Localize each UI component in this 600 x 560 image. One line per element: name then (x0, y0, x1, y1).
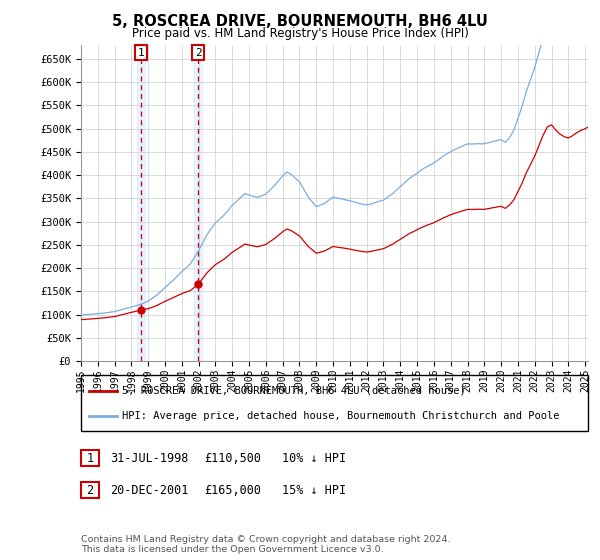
Text: Price paid vs. HM Land Registry's House Price Index (HPI): Price paid vs. HM Land Registry's House … (131, 27, 469, 40)
Text: £165,000: £165,000 (204, 483, 261, 497)
Text: 2: 2 (86, 483, 94, 497)
Text: 5, ROSCREA DRIVE, BOURNEMOUTH, BH6 4LU: 5, ROSCREA DRIVE, BOURNEMOUTH, BH6 4LU (112, 14, 488, 29)
Text: HPI: Average price, detached house, Bournemouth Christchurch and Poole: HPI: Average price, detached house, Bour… (122, 410, 559, 421)
Text: 20-DEC-2001: 20-DEC-2001 (110, 483, 188, 497)
Bar (194, 45, 202, 361)
Text: 2: 2 (195, 48, 202, 58)
Text: 15% ↓ HPI: 15% ↓ HPI (282, 483, 346, 497)
Text: £110,500: £110,500 (204, 451, 261, 465)
Text: Contains HM Land Registry data © Crown copyright and database right 2024.
This d: Contains HM Land Registry data © Crown c… (81, 535, 451, 554)
Bar (137, 45, 145, 361)
Text: 1: 1 (138, 48, 145, 58)
Text: 10% ↓ HPI: 10% ↓ HPI (282, 451, 346, 465)
Text: 1: 1 (86, 451, 94, 465)
Text: 31-JUL-1998: 31-JUL-1998 (110, 451, 188, 465)
Text: 5, ROSCREA DRIVE, BOURNEMOUTH, BH6 4LU (detached house): 5, ROSCREA DRIVE, BOURNEMOUTH, BH6 4LU (… (122, 386, 466, 396)
